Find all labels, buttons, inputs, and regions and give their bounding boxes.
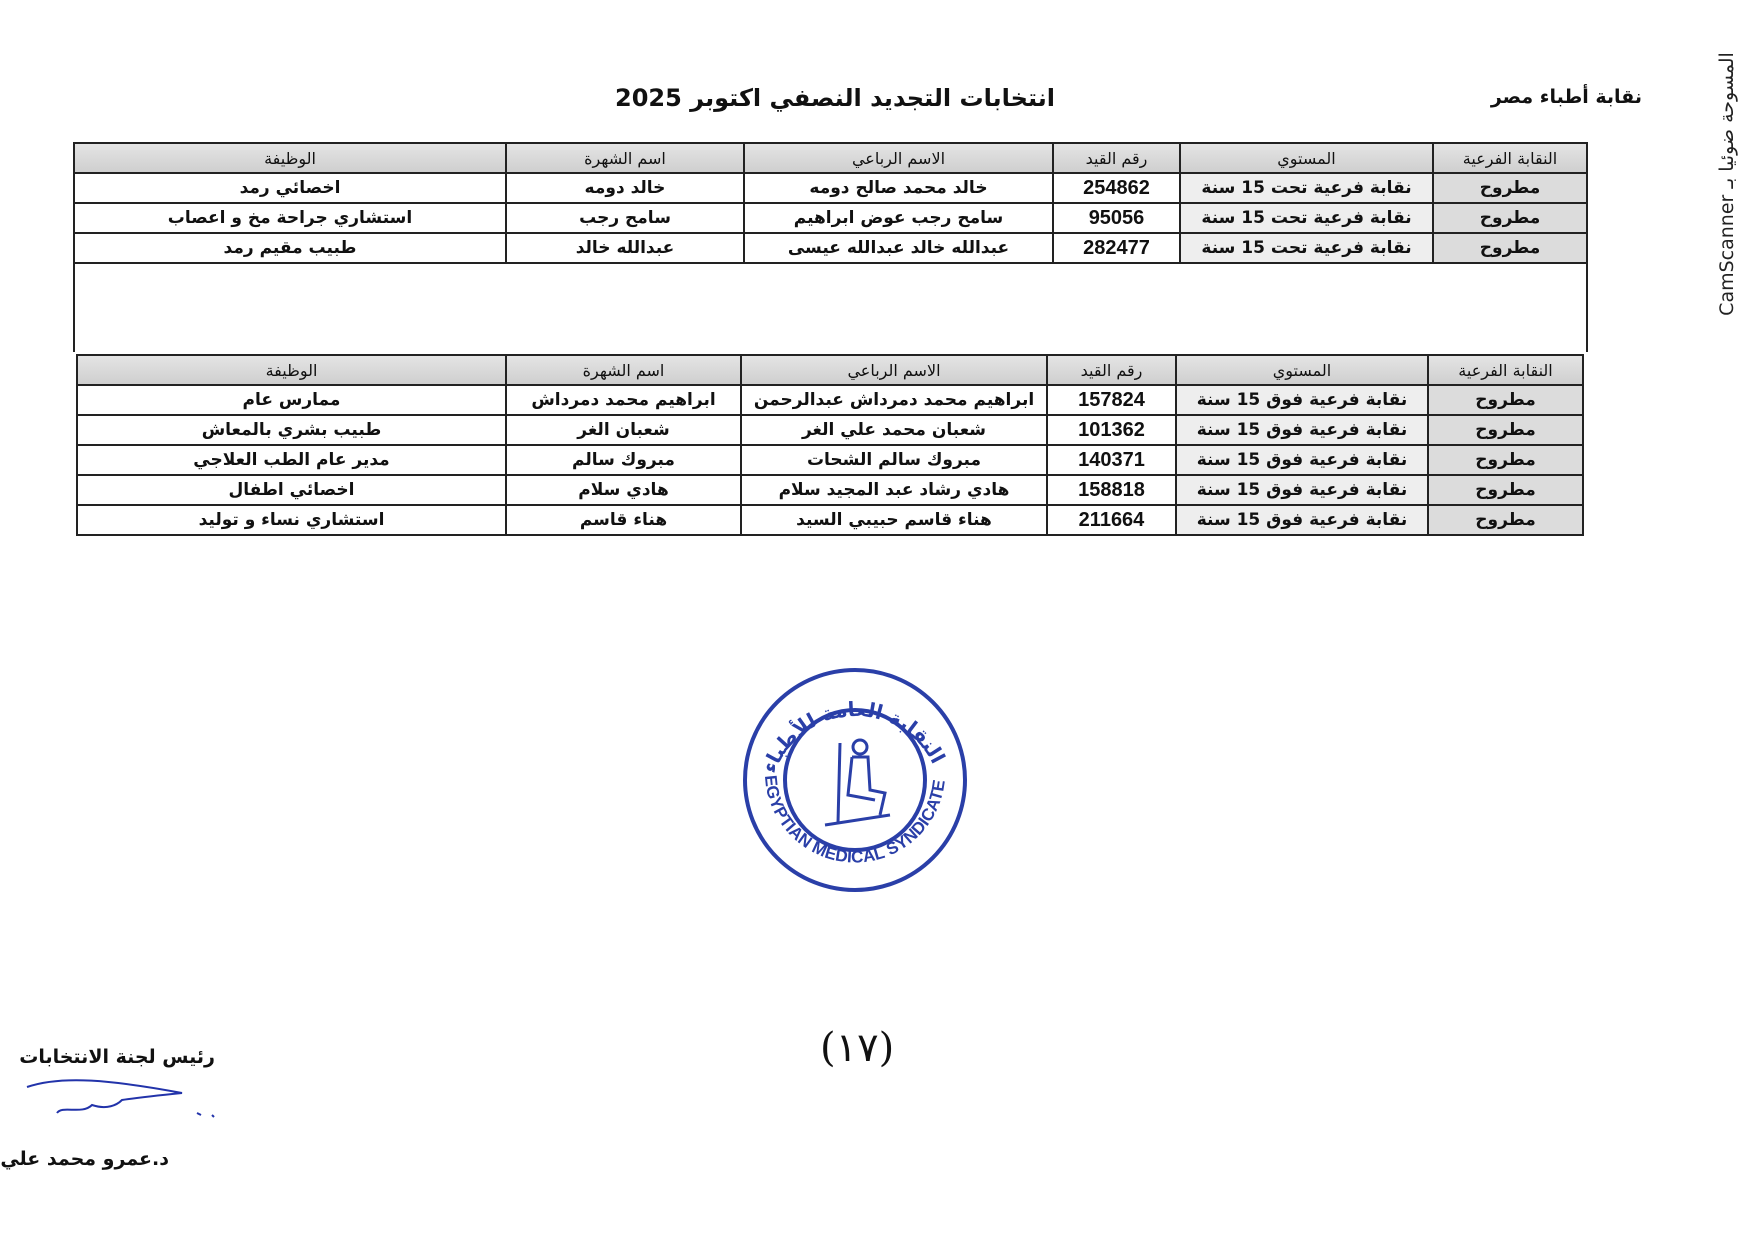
table-row: مطروح نقابة فرعية فوق 15 سنة 211664 هناء قا… bbox=[76, 504, 1584, 536]
cell-job: اخصائي اطفال bbox=[76, 474, 507, 506]
cell-full-name: مبروك سالم الشحات bbox=[740, 444, 1048, 476]
cell-level: نقابة فرعية فوق 15 سنة bbox=[1175, 504, 1429, 536]
table-header-row: النقابة الفرعية المستوي رقم القيد الاسم … bbox=[76, 354, 1584, 386]
cell-job: مدير عام الطب العلاجي bbox=[76, 444, 507, 476]
cell-reg: 282477 bbox=[1052, 232, 1181, 264]
col-job: الوظيفة bbox=[76, 354, 507, 386]
col-full-name: الاسم الرباعي bbox=[743, 142, 1054, 174]
cell-job: اخصائي رمد bbox=[73, 172, 507, 204]
cell-full-name: ابراهيم محمد دمرداش عبدالرحمن bbox=[740, 384, 1048, 416]
table-spacer bbox=[73, 264, 1588, 352]
table-row: مطروح نقابة فرعية فوق 15 سنة 140371 مبروك س… bbox=[76, 444, 1584, 476]
cell-full-name: سامح رجب عوض ابراهيم bbox=[743, 202, 1054, 234]
table-row: مطروح نقابة فرعية فوق 15 سنة 158818 هادي رش… bbox=[76, 474, 1584, 506]
col-known-as: اسم الشهرة bbox=[505, 142, 745, 174]
cell-reg: 254862 bbox=[1052, 172, 1181, 204]
cell-reg: 211664 bbox=[1046, 504, 1177, 536]
document-title: انتخابات التجديد النصفي اكتوبر 2025 bbox=[615, 84, 1055, 112]
col-reg: رقم القيد bbox=[1052, 142, 1181, 174]
cell-level: نقابة فرعية تحت 15 سنة bbox=[1179, 202, 1434, 234]
cell-known-as: شعبان الغر bbox=[505, 414, 742, 446]
seated-figure-icon bbox=[824, 738, 891, 827]
cell-full-name: هناء قاسم حبيبي السيد bbox=[740, 504, 1048, 536]
col-reg: رقم القيد bbox=[1046, 354, 1177, 386]
cell-known-as: ابراهيم محمد دمرداش bbox=[505, 384, 742, 416]
cell-full-name: هادي رشاد عبد المجيد سلام bbox=[740, 474, 1048, 506]
table-row: مطروح نقابة فرعية تحت 15 سنة 254862 خالد مح… bbox=[73, 172, 1588, 204]
cell-full-name: عبدالله خالد عبدالله عيسى bbox=[743, 232, 1054, 264]
syndicate-stamp: النقابة العامة للأطباء EGYPTIAN MEDICAL … bbox=[743, 668, 967, 892]
cell-known-as: سامح رجب bbox=[505, 202, 745, 234]
cell-branch: مطروح bbox=[1432, 232, 1588, 264]
cell-reg: 158818 bbox=[1046, 474, 1177, 506]
col-branch: النقابة الفرعية bbox=[1432, 142, 1588, 174]
cell-reg: 95056 bbox=[1052, 202, 1181, 234]
cell-reg: 140371 bbox=[1046, 444, 1177, 476]
cell-level: نقابة فرعية فوق 15 سنة bbox=[1175, 414, 1429, 446]
camscanner-watermark: المسوحة ضوئيا بـ CamScanner bbox=[1716, 52, 1738, 316]
chair-name: د.عمرو محمد علي bbox=[0, 1148, 169, 1170]
candidates-table-under-15: النقابة الفرعية المستوي رقم القيد الاسم … bbox=[73, 142, 1588, 264]
candidates-table-over-15: النقابة الفرعية المستوي رقم القيد الاسم … bbox=[76, 354, 1584, 536]
page-number: (١٧) bbox=[820, 1025, 895, 1071]
cell-known-as: هناء قاسم bbox=[505, 504, 742, 536]
cell-known-as: عبدالله خالد bbox=[505, 232, 745, 264]
cell-reg: 157824 bbox=[1046, 384, 1177, 416]
cell-level: نقابة فرعية فوق 15 سنة bbox=[1175, 384, 1429, 416]
chair-title: رئيس لجنة الانتخابات bbox=[19, 1046, 215, 1068]
table-row: مطروح نقابة فرعية تحت 15 سنة 282477 عبدالله… bbox=[73, 232, 1588, 264]
cell-branch: مطروح bbox=[1427, 504, 1584, 536]
col-branch: النقابة الفرعية bbox=[1427, 354, 1584, 386]
cell-known-as: خالد دومه bbox=[505, 172, 745, 204]
cell-branch: مطروح bbox=[1432, 172, 1588, 204]
cell-reg: 101362 bbox=[1046, 414, 1177, 446]
cell-level: نقابة فرعية تحت 15 سنة bbox=[1179, 172, 1434, 204]
cell-level: نقابة فرعية تحت 15 سنة bbox=[1179, 232, 1434, 264]
handwritten-signature bbox=[26, 1079, 215, 1118]
cell-branch: مطروح bbox=[1427, 474, 1584, 506]
cell-level: نقابة فرعية فوق 15 سنة bbox=[1175, 474, 1429, 506]
cell-job: استشاري نساء و توليد bbox=[76, 504, 507, 536]
cell-known-as: مبروك سالم bbox=[505, 444, 742, 476]
cell-branch: مطروح bbox=[1427, 384, 1584, 416]
col-level: المستوي bbox=[1179, 142, 1434, 174]
cell-job: طبيب مقيم رمد bbox=[73, 232, 507, 264]
cell-level: نقابة فرعية فوق 15 سنة bbox=[1175, 444, 1429, 476]
cell-job: ممارس عام bbox=[76, 384, 507, 416]
col-job: الوظيفة bbox=[73, 142, 507, 174]
table-row: مطروح نقابة فرعية فوق 15 سنة 157824 ابراهيم… bbox=[76, 384, 1584, 416]
cell-branch: مطروح bbox=[1432, 202, 1588, 234]
cell-job: طبيب بشري بالمعاش bbox=[76, 414, 507, 446]
cell-known-as: هادي سلام bbox=[505, 474, 742, 506]
cell-full-name: خالد محمد صالح دومه bbox=[743, 172, 1054, 204]
col-known-as: اسم الشهرة bbox=[505, 354, 742, 386]
table-row: مطروح نقابة فرعية فوق 15 سنة 101362 شعبان م… bbox=[76, 414, 1584, 446]
table-header-row: النقابة الفرعية المستوي رقم القيد الاسم … bbox=[73, 142, 1588, 174]
col-level: المستوي bbox=[1175, 354, 1429, 386]
cell-job: استشاري جراحة مخ و اعصاب bbox=[73, 202, 507, 234]
cell-branch: مطروح bbox=[1427, 444, 1584, 476]
organization-name: نقابة أطباء مصر bbox=[1490, 86, 1642, 108]
col-full-name: الاسم الرباعي bbox=[740, 354, 1048, 386]
cell-full-name: شعبان محمد علي الغر bbox=[740, 414, 1048, 446]
table-row: مطروح نقابة فرعية تحت 15 سنة 95056 سامح رجب… bbox=[73, 202, 1588, 234]
cell-branch: مطروح bbox=[1427, 414, 1584, 446]
